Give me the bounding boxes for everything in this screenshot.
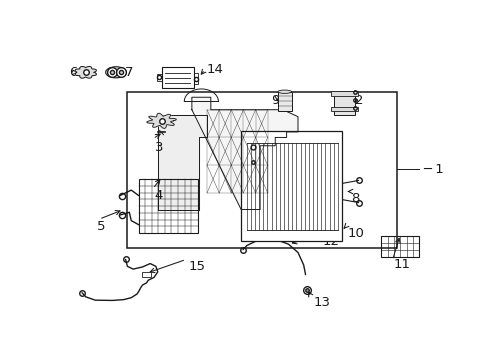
Text: 8: 8 (350, 192, 359, 205)
Bar (139, 179, 197, 233)
Bar (333, 92, 354, 115)
Text: ─ 1: ─ 1 (422, 163, 443, 176)
Bar (331, 107, 357, 111)
Text: 13: 13 (312, 296, 329, 309)
Text: 9: 9 (271, 94, 279, 107)
Text: 10: 10 (347, 226, 364, 240)
Text: 12: 12 (322, 235, 339, 248)
Bar (127, 92, 396, 248)
Text: 15: 15 (188, 260, 204, 273)
Text: 2: 2 (354, 94, 363, 107)
Bar (157, 74, 161, 81)
Bar (193, 73, 198, 85)
Bar (241, 131, 341, 242)
Bar (142, 273, 151, 277)
Text: 5: 5 (97, 220, 105, 233)
Text: 4: 4 (154, 189, 163, 202)
Text: 7: 7 (124, 66, 133, 79)
Bar (381, 236, 418, 257)
Polygon shape (75, 67, 96, 78)
Ellipse shape (105, 67, 126, 78)
Polygon shape (146, 113, 176, 129)
Polygon shape (191, 97, 297, 210)
Text: 14: 14 (206, 63, 224, 76)
Polygon shape (158, 115, 206, 210)
Bar (161, 67, 193, 87)
Ellipse shape (277, 90, 291, 93)
Text: 6: 6 (68, 66, 77, 79)
Text: 11: 11 (393, 258, 410, 271)
Bar (331, 91, 357, 96)
Text: 3: 3 (154, 141, 163, 154)
Bar (277, 92, 291, 111)
